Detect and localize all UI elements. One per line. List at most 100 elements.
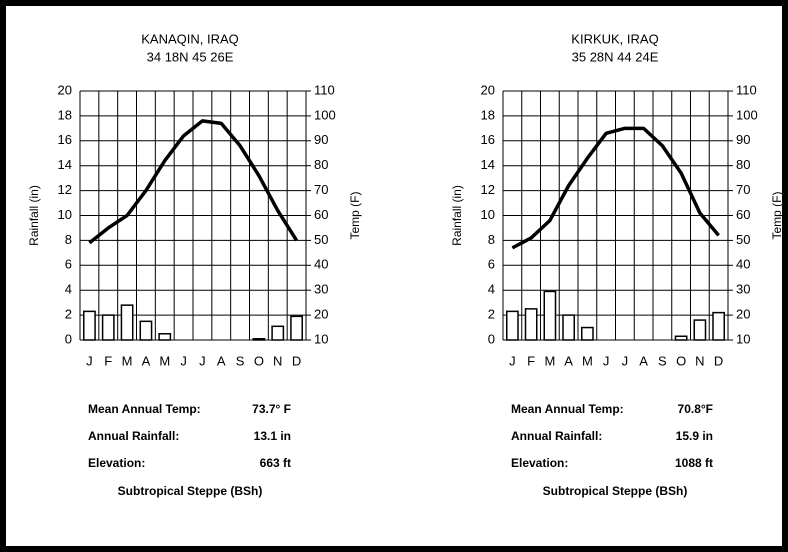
rain-bar [120, 304, 134, 341]
y2-tick-label: 10 [736, 331, 750, 346]
y-tick-label: 12 [58, 182, 72, 197]
y2-tick-label: 30 [736, 282, 750, 297]
y-axis-label: Rainfall (in) [450, 185, 464, 246]
stat-label: Mean Annual Temp: [511, 402, 624, 416]
rain-bar [252, 338, 266, 341]
y-tick-label: 14 [58, 157, 72, 172]
y-tick-label: 20 [481, 82, 495, 97]
y-tick-label: 10 [481, 207, 495, 222]
stat-value: 73.7° F [252, 402, 291, 416]
y2-axis-label: Temp (F) [348, 191, 362, 239]
rain-bar [139, 320, 153, 341]
stat-label: Elevation: [511, 456, 568, 470]
y2-tick-label: 40 [736, 257, 750, 272]
x-tick-label: A [639, 353, 648, 368]
x-tick-label: O [254, 353, 264, 368]
x-tick-label: A [564, 353, 573, 368]
y2-tick-label: 50 [314, 232, 328, 247]
x-tick-label: F [104, 353, 112, 368]
x-tick-label: J [603, 353, 610, 368]
stat-label: Annual Rainfall: [88, 429, 179, 443]
x-tick-label: J [199, 353, 206, 368]
chart-title: KIRKUK, IRAQ [571, 31, 658, 46]
y-tick-label: 0 [488, 331, 495, 346]
stat-value: 1088 ft [675, 456, 713, 470]
rain-bar [158, 333, 172, 341]
y2-tick-label: 30 [314, 282, 328, 297]
x-tick-label: J [622, 353, 629, 368]
stat-label: Mean Annual Temp: [88, 402, 201, 416]
x-tick-label: D [292, 353, 301, 368]
x-tick-label: J [86, 353, 93, 368]
y-tick-label: 14 [481, 157, 495, 172]
y2-tick-label: 100 [736, 107, 758, 122]
y-tick-label: 12 [481, 182, 495, 197]
temp-line [511, 126, 720, 250]
y-tick-label: 16 [58, 132, 72, 147]
rain-bar [506, 310, 519, 341]
stat-value: 13.1 in [254, 429, 291, 443]
y2-tick-label: 70 [314, 182, 328, 197]
stat-label: Elevation: [88, 456, 145, 470]
y2-tick-label: 50 [736, 232, 750, 247]
y-tick-label: 6 [488, 257, 495, 272]
x-tick-label: O [676, 353, 686, 368]
rain-bar [543, 290, 557, 341]
y2-tick-label: 110 [314, 82, 335, 97]
rain-bar [83, 310, 96, 341]
x-tick-label: N [273, 353, 282, 368]
y2-tick-label: 70 [736, 182, 750, 197]
rain-bar [562, 314, 575, 341]
x-tick-label: J [180, 353, 187, 368]
y-tick-label: 4 [488, 282, 495, 297]
climate-type: Subtropical Steppe (BSh) [543, 484, 688, 498]
y-tick-label: 20 [58, 82, 72, 97]
y2-tick-label: 60 [736, 207, 750, 222]
rain-bar [712, 311, 725, 341]
y-tick-label: 10 [58, 207, 72, 222]
x-tick-label: M [159, 353, 170, 368]
rain-bar [290, 315, 303, 341]
rain-bar [271, 325, 285, 341]
x-tick-label: D [714, 353, 723, 368]
y-tick-label: 18 [481, 107, 495, 122]
y2-tick-label: 40 [314, 257, 328, 272]
x-tick-label: S [236, 353, 245, 368]
y-tick-label: 0 [65, 331, 72, 346]
x-tick-label: N [695, 353, 704, 368]
y-tick-label: 18 [58, 107, 72, 122]
rain-bar [101, 314, 115, 341]
y2-tick-label: 110 [736, 82, 757, 97]
y2-tick-label: 60 [314, 207, 328, 222]
rain-bar [674, 335, 688, 341]
y2-tick-label: 100 [314, 107, 336, 122]
y2-tick-label: 10 [314, 331, 328, 346]
stat-value: 15.9 in [676, 429, 713, 443]
x-tick-label: M [582, 353, 593, 368]
y-tick-label: 4 [65, 282, 72, 297]
chart-title: KANAQIN, IRAQ [141, 31, 239, 46]
y2-tick-label: 90 [314, 132, 328, 147]
y2-tick-label: 20 [736, 307, 750, 322]
y2-tick-label: 20 [314, 307, 328, 322]
y-tick-label: 6 [65, 257, 72, 272]
y-tick-label: 2 [65, 307, 72, 322]
y-tick-label: 2 [488, 307, 495, 322]
x-tick-label: S [658, 353, 667, 368]
rain-bar [693, 319, 707, 341]
y2-tick-label: 80 [736, 157, 750, 172]
rain-bar [524, 308, 538, 341]
temp-line [88, 119, 299, 245]
y2-axis-label: Temp (F) [770, 191, 784, 239]
chart-subtitle: 34 18N 45 26E [147, 49, 234, 64]
x-tick-label: J [509, 353, 516, 368]
stat-label: Annual Rainfall: [511, 429, 602, 443]
x-tick-label: F [527, 353, 535, 368]
x-tick-label: A [217, 353, 226, 368]
y-axis-label: Rainfall (in) [27, 185, 41, 246]
y-tick-label: 8 [488, 232, 495, 247]
x-tick-label: A [142, 353, 151, 368]
climate-type: Subtropical Steppe (BSh) [118, 484, 263, 498]
